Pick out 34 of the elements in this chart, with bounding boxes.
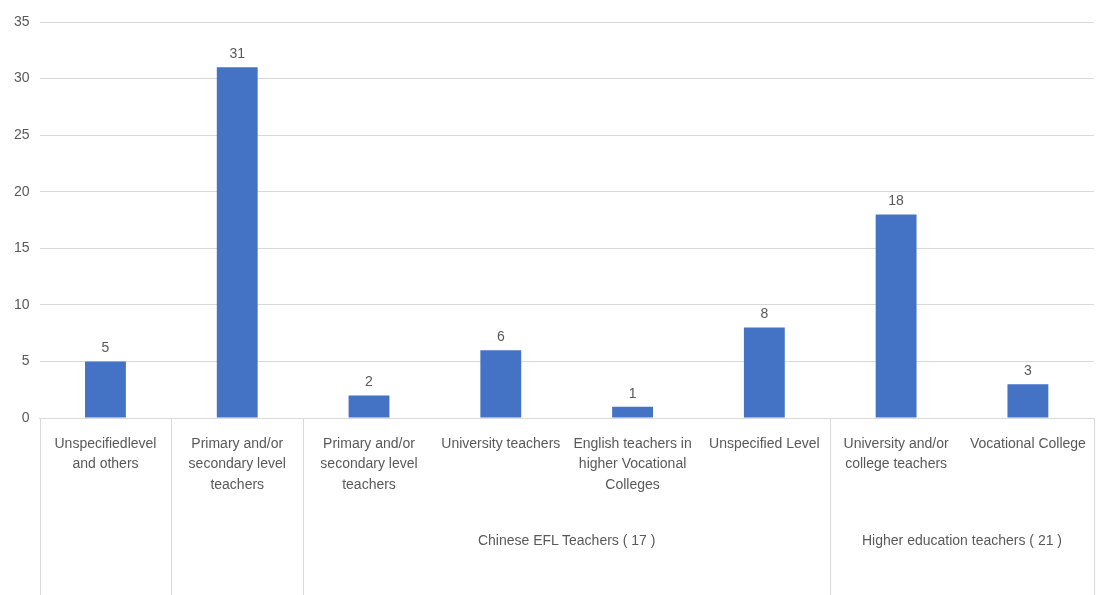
x-tick-label: Unspecifiedlevel and others <box>54 435 157 472</box>
bar <box>743 327 785 418</box>
bar <box>216 67 258 418</box>
y-tick-label: 30 <box>13 69 30 86</box>
bar <box>85 361 126 418</box>
x-tick-label: Primary and/or secondary level teachers <box>320 435 418 492</box>
data-label: 1 <box>628 384 637 401</box>
x-tick-label: Unspecified Level <box>709 435 820 452</box>
y-tick-label: 15 <box>13 239 30 256</box>
data-label: 2 <box>365 373 374 390</box>
text: Chinese EFL Teachers ( 17 ) <box>477 531 656 548</box>
y-tick-label: 20 <box>13 182 30 199</box>
y-tick-label: 25 <box>13 126 30 143</box>
data-label: 8 <box>760 305 769 322</box>
data-label: 3 <box>1023 362 1032 379</box>
bar <box>480 350 522 418</box>
y-tick-label: 35 <box>13 12 30 29</box>
bar <box>1007 384 1049 418</box>
y-tick-label: 5 <box>21 352 30 369</box>
x-tick-label: Primary and/or secondary level teachers <box>188 435 286 492</box>
text: Higher education teachers ( 21 ) <box>862 531 1062 548</box>
bar <box>612 406 653 418</box>
x-tick-label: English teachers in higher Vocational Colleges <box>573 435 692 492</box>
y-tick-label: 10 <box>13 295 30 312</box>
data-label: 5 <box>101 339 110 356</box>
bar <box>348 395 390 418</box>
data-label: 31 <box>229 45 246 62</box>
x-tick-label: University and/or college teachers <box>843 435 949 472</box>
bar <box>875 214 917 418</box>
x-tick-label: University teachers <box>441 435 561 452</box>
data-label: 18 <box>888 192 905 209</box>
x-tick-label: Vocational College <box>969 435 1087 452</box>
y-tick-label: 0 <box>21 408 30 425</box>
data-label: 6 <box>496 328 505 345</box>
